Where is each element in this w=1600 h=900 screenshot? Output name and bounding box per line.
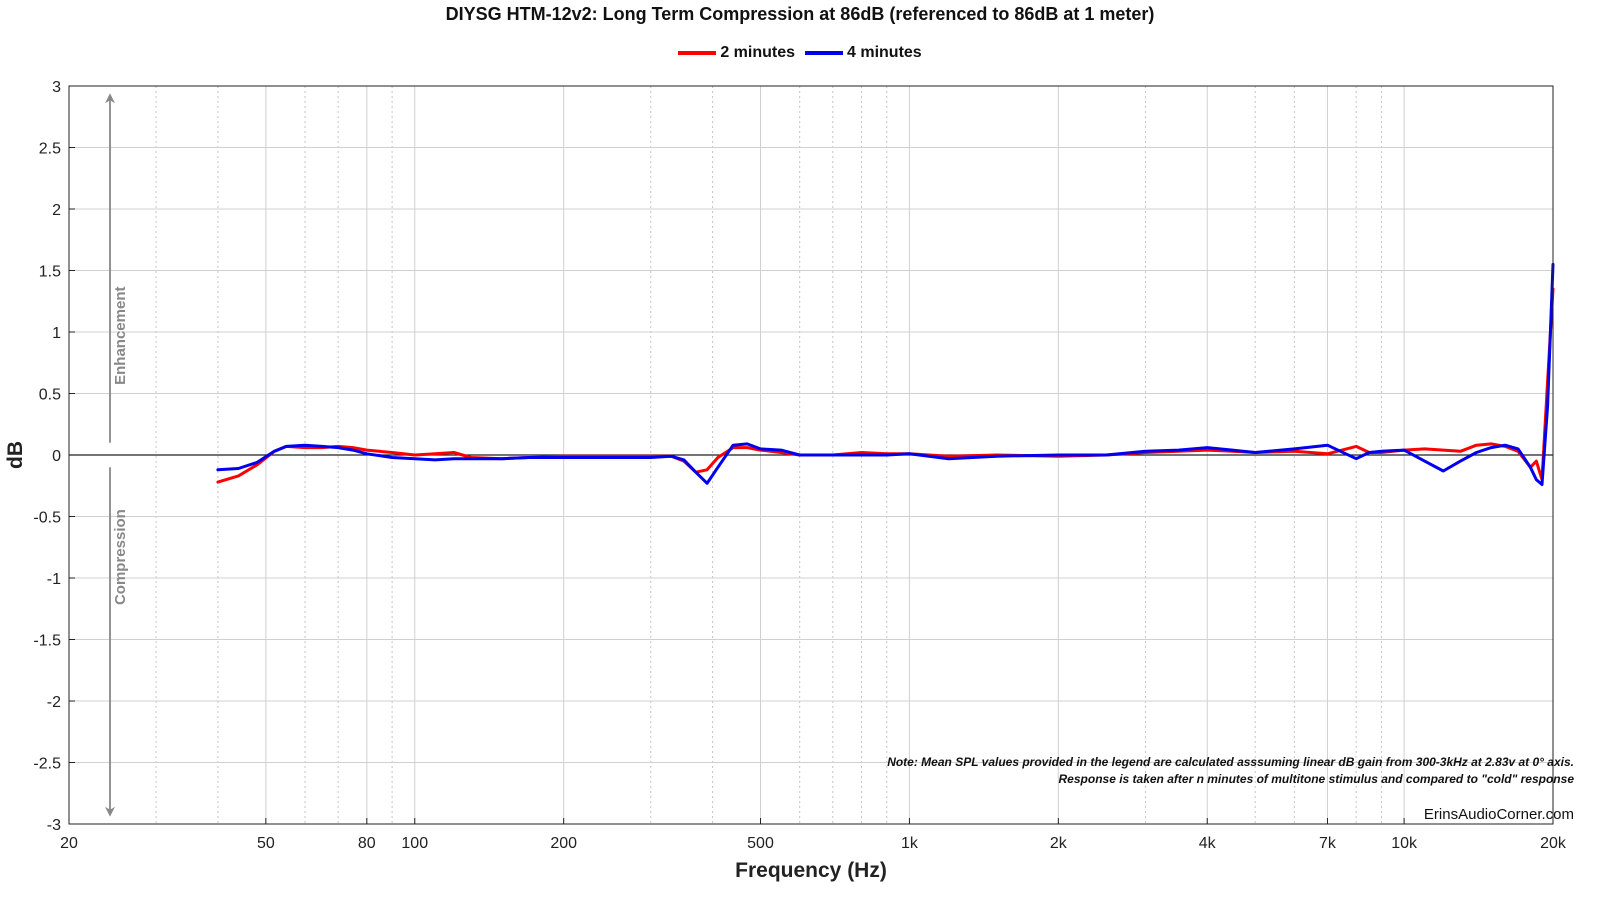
compression-label: Compression [112,509,129,605]
legend: 2 minutes 4 minutes [0,44,1600,62]
y-tick-label: -2.5 [33,756,61,773]
y-tick-label: -0.5 [33,510,61,527]
x-tick-label: 200 [550,835,577,852]
y-tick-label: -1 [47,571,61,588]
legend-item-2-minutes[interactable]: 2 minutes [678,44,795,62]
legend-label: 4 minutes [847,44,922,61]
enhancement-label: Enhancement [112,287,129,385]
x-tick-label: 4k [1199,835,1217,852]
watermark: ErinsAudioCorner.com [1423,806,1574,823]
x-tick-label: 10k [1391,835,1418,852]
legend-label: 2 minutes [720,44,795,61]
y-tick-label: 1 [52,325,61,342]
x-tick-label: 500 [747,835,774,852]
x-tick-label: 80 [358,835,376,852]
x-tick-label: 7k [1319,835,1337,852]
y-tick-label: 0 [52,448,61,465]
x-tick-label: 50 [257,835,275,852]
legend-item-4-minutes[interactable]: 4 minutes [805,44,922,62]
series-line-4-minutes [216,262,1555,486]
y-tick-label: -1.5 [33,633,61,650]
legend-swatch-red [678,51,717,55]
y-tick-label: 2 [52,202,61,219]
y-axis-label: dB [4,441,27,469]
x-axis-label: Frequency (Hz) [735,859,887,882]
x-tick-label: 1k [901,835,919,852]
y-tick-label: -2 [47,694,61,711]
x-tick-label: 2k [1050,835,1068,852]
note-line-1: Note: Mean SPL values provided in the le… [887,755,1574,769]
series-line-2-minutes [216,287,1555,484]
x-tick-label: 100 [401,835,428,852]
y-tick-label: 1.5 [39,264,61,281]
y-tick-label: 2.5 [39,141,61,158]
x-tick-label: 20k [1540,835,1567,852]
plot-frame [68,85,1554,825]
x-tick-label: 20 [60,835,78,852]
legend-swatch-blue [805,51,843,55]
y-tick-label: -3 [47,817,61,834]
y-tick-label: 3 [52,79,61,96]
chart-title: DIYSG HTM-12v2: Long Term Compression at… [445,4,1155,24]
y-tick-label: 0.5 [39,387,61,404]
note-line-2: Response is taken after n minutes of mul… [1058,772,1574,786]
